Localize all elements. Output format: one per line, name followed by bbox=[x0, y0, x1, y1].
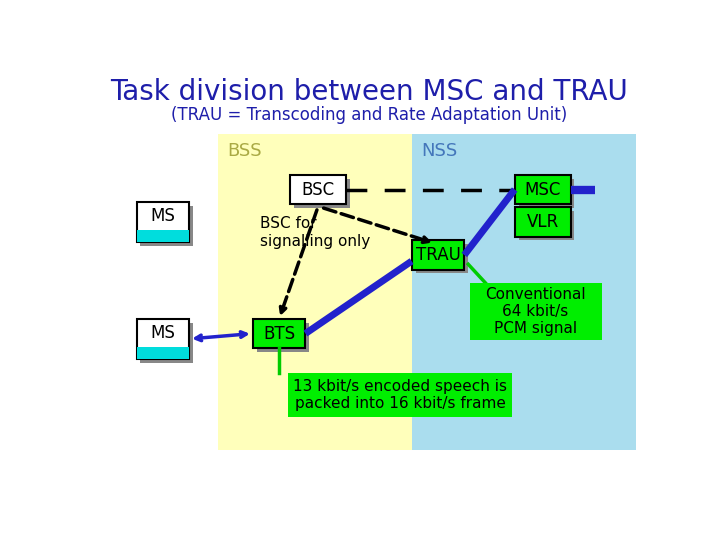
Bar bbox=[253, 319, 305, 348]
Text: MSC: MSC bbox=[524, 180, 561, 199]
Text: BSC for
signalling only: BSC for signalling only bbox=[261, 217, 371, 249]
Text: (TRAU = Transcoding and Rate Adaptation Unit): (TRAU = Transcoding and Rate Adaptation … bbox=[171, 106, 567, 124]
Bar bbox=[469, 283, 601, 340]
Bar bbox=[415, 244, 468, 273]
Text: VLR: VLR bbox=[526, 213, 559, 231]
Bar bbox=[515, 175, 570, 204]
Text: MS: MS bbox=[150, 207, 175, 225]
Bar bbox=[515, 207, 570, 237]
Bar bbox=[412, 240, 464, 269]
Bar bbox=[140, 323, 193, 363]
Text: Task division between MSC and TRAU: Task division between MSC and TRAU bbox=[110, 78, 628, 106]
Text: Conventional
64 kbit/s
PCM signal: Conventional 64 kbit/s PCM signal bbox=[485, 287, 586, 336]
Bar bbox=[518, 179, 575, 208]
Bar bbox=[137, 319, 189, 359]
Text: TRAU: TRAU bbox=[415, 246, 460, 264]
Text: MS: MS bbox=[150, 324, 175, 342]
Text: NSS: NSS bbox=[421, 142, 457, 160]
Text: 13 kbit/s encoded speech is
packed into 16 kbit/s frame: 13 kbit/s encoded speech is packed into … bbox=[293, 379, 507, 411]
Bar bbox=[290, 175, 346, 204]
Text: BTS: BTS bbox=[263, 325, 295, 342]
Bar bbox=[518, 211, 575, 240]
Bar bbox=[140, 206, 193, 246]
Bar bbox=[137, 202, 189, 242]
Bar bbox=[294, 179, 350, 208]
Bar bbox=[218, 134, 412, 450]
Bar bbox=[256, 323, 310, 352]
Bar bbox=[412, 134, 636, 450]
Text: BSS: BSS bbox=[228, 142, 262, 160]
Text: BSC: BSC bbox=[301, 180, 334, 199]
Bar bbox=[287, 373, 513, 417]
Bar bbox=[137, 347, 189, 359]
Bar bbox=[137, 230, 189, 242]
